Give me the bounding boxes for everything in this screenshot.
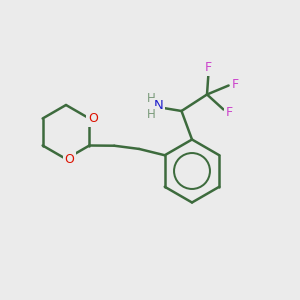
Text: H: H (147, 92, 156, 106)
Text: O: O (88, 112, 98, 125)
Text: F: F (205, 61, 212, 74)
Text: H: H (147, 107, 156, 121)
Text: F: F (226, 106, 233, 119)
Text: N: N (154, 99, 163, 112)
Text: F: F (232, 77, 239, 91)
Text: O: O (65, 152, 74, 166)
